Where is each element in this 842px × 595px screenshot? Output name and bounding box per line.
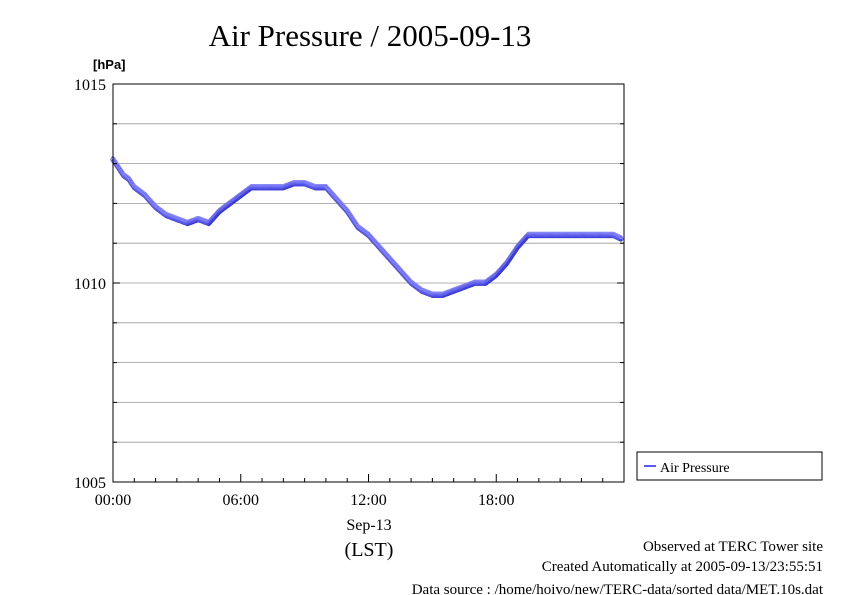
x-tick-label: 06:00 [223,492,259,509]
footer-site: Observed at TERC Tower site [643,539,823,555]
x-tick-label: 00:00 [95,492,131,509]
data-point [619,238,623,242]
legend: Air Pressure [636,451,823,481]
x-axis-date-label: Sep-13 [346,517,391,534]
chart-title: Air Pressure / 2005-09-13 [209,18,532,53]
y-tick-label: 1015 [74,77,106,94]
y-tick-label: 1010 [74,276,106,293]
y-tick-labels: 1005 1010 1015 [74,77,106,492]
y-tick-label: 1005 [74,475,106,492]
footer-source: Data source : /home/hoivo/new/TERC-data/… [412,582,824,595]
x-axis-unit-label: (LST) [345,539,394,561]
footer-created: Created Automatically at 2005-09-13/23:5… [542,559,823,575]
data-series-air-pressure [110,156,624,298]
x-tick-labels: 00:00 06:00 12:00 18:00 [95,492,515,509]
x-tick-label: 18:00 [478,492,514,509]
data-point [618,235,623,240]
y-axis-unit-label: [hPa] [93,57,126,72]
legend-label-air-pressure: Air Pressure [660,461,730,476]
x-tick-label: 12:00 [350,492,386,509]
axis-ticks [112,83,624,483]
grid-lines [113,123,624,443]
legend-box [636,451,823,481]
